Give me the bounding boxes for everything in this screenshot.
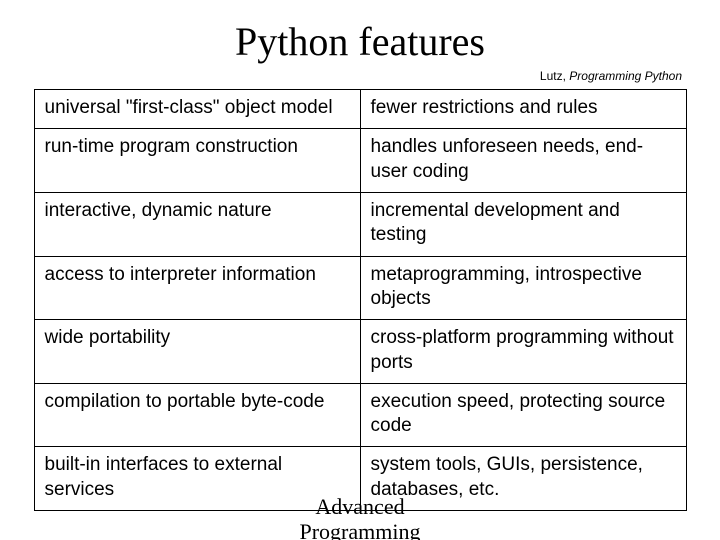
footer-line-2: Programming [0,519,720,540]
benefit-cell: handles unforeseen needs, end-user codin… [360,129,686,193]
feature-cell: access to interpreter information [34,256,360,320]
feature-cell: wide portability [34,320,360,384]
table-row: run-time program construction handles un… [34,129,686,193]
benefit-cell: metaprogramming, introspective objects [360,256,686,320]
benefit-cell: incremental development and testing [360,192,686,256]
feature-cell: run-time program construction [34,129,360,193]
table-row: access to interpreter information metapr… [34,256,686,320]
slide-title: Python features [0,0,720,69]
table-row: universal "first-class" object model few… [34,90,686,129]
table-row: compilation to portable byte-code execut… [34,383,686,447]
table-row: interactive, dynamic nature incremental … [34,192,686,256]
feature-table-body: universal "first-class" object model few… [34,90,686,511]
feature-table: universal "first-class" object model few… [34,89,687,511]
footer: Advanced Programming [0,494,720,540]
benefit-cell: cross-platform programming without ports [360,320,686,384]
citation-book: Programming Python [569,69,682,83]
table-row: wide portability cross-platform programm… [34,320,686,384]
feature-cell: interactive, dynamic nature [34,192,360,256]
benefit-cell: execution speed, protecting source code [360,383,686,447]
feature-cell: universal "first-class" object model [34,90,360,129]
footer-line-1: Advanced [0,494,720,519]
citation: Lutz, Programming Python [0,69,720,83]
feature-cell: compilation to portable byte-code [34,383,360,447]
citation-author: Lutz, [540,69,569,83]
benefit-cell: fewer restrictions and rules [360,90,686,129]
